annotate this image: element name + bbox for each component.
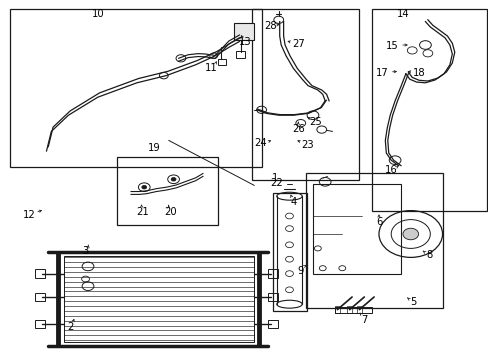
Text: 14: 14 [396,9,409,19]
Text: 15: 15 [386,41,398,51]
Text: 8: 8 [426,250,431,260]
Text: 24: 24 [253,138,266,148]
Text: 9: 9 [297,266,304,276]
Text: 26: 26 [291,124,304,134]
Polygon shape [233,23,254,40]
Text: 3: 3 [82,246,88,256]
Text: 18: 18 [412,68,425,78]
Text: 1: 1 [271,173,278,183]
Text: 19: 19 [147,143,160,153]
Text: 17: 17 [375,68,388,78]
Circle shape [402,228,418,240]
Text: 6: 6 [375,217,382,228]
Text: 23: 23 [300,140,313,150]
Text: 22: 22 [269,177,282,188]
Text: 12: 12 [23,210,36,220]
Text: 13: 13 [239,37,251,48]
Text: 10: 10 [91,9,104,19]
Text: 7: 7 [360,315,367,325]
Text: 21: 21 [136,207,149,217]
Circle shape [142,185,146,189]
Text: 28: 28 [264,21,276,31]
Text: 27: 27 [291,39,304,49]
Text: 16: 16 [384,165,397,175]
Text: 11: 11 [204,63,217,73]
Text: 5: 5 [409,297,416,307]
Circle shape [171,177,176,181]
Text: 20: 20 [163,207,176,217]
Text: 25: 25 [308,117,321,127]
Text: 2: 2 [67,322,74,332]
Text: 4: 4 [290,197,296,207]
